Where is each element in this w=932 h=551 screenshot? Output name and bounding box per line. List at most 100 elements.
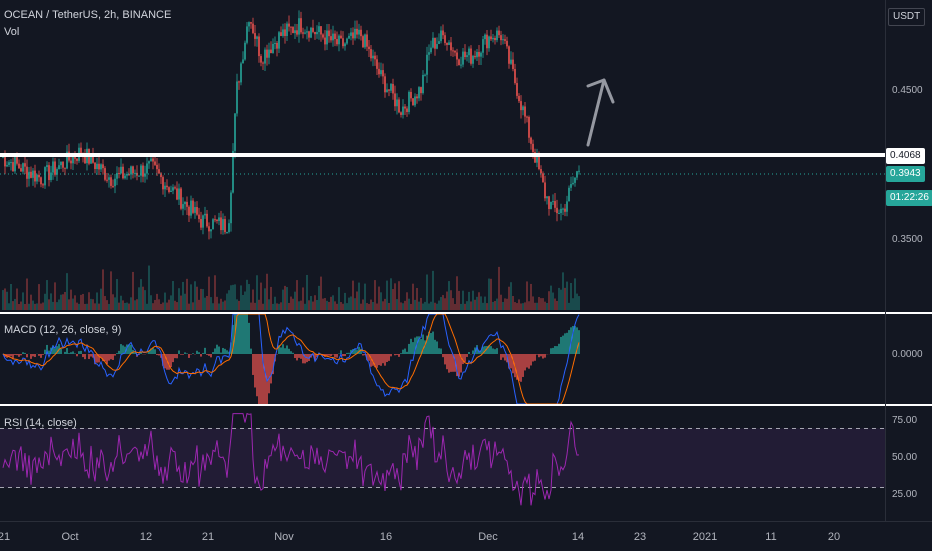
volume-bar bbox=[250, 303, 252, 310]
candle-body bbox=[388, 89, 390, 90]
volume-bar bbox=[428, 303, 430, 310]
macd-histogram-bar bbox=[222, 348, 224, 354]
candle-body bbox=[378, 69, 380, 74]
candle-body bbox=[224, 219, 226, 232]
candle-body bbox=[402, 107, 404, 115]
macd-histogram-bar bbox=[38, 354, 40, 356]
candle-body bbox=[202, 215, 204, 227]
volume-bar bbox=[448, 281, 450, 310]
macd-histogram-bar bbox=[154, 349, 156, 354]
volume-bar bbox=[2, 290, 4, 310]
rsi-tick: 75.00 bbox=[892, 415, 917, 426]
candle-body bbox=[424, 75, 426, 76]
candle-body bbox=[280, 32, 282, 36]
macd-chart[interactable] bbox=[0, 314, 885, 404]
macd-histogram-bar bbox=[30, 354, 32, 359]
volume-bar bbox=[236, 299, 238, 310]
macd-histogram-bar bbox=[468, 352, 470, 354]
candle-body bbox=[514, 69, 516, 83]
candle-body bbox=[166, 186, 168, 187]
volume-bar bbox=[322, 299, 324, 310]
macd-histogram-bar bbox=[14, 354, 16, 355]
candle-body bbox=[146, 163, 148, 173]
candle-body bbox=[384, 76, 386, 92]
volume-bar bbox=[414, 300, 416, 310]
candle-body bbox=[476, 52, 478, 57]
volume-bar bbox=[226, 294, 228, 310]
volume-bar bbox=[532, 296, 534, 310]
macd-histogram-bar bbox=[192, 353, 194, 354]
volume-bar bbox=[474, 300, 476, 310]
macd-histogram-bar bbox=[108, 354, 110, 361]
macd-histogram-bar bbox=[212, 352, 214, 354]
candle-body bbox=[186, 202, 188, 207]
candle-body bbox=[348, 36, 350, 39]
macd-histogram-bar bbox=[448, 354, 450, 373]
volume-bar bbox=[150, 295, 152, 310]
candle-body bbox=[174, 187, 176, 188]
macd-histogram-bar bbox=[246, 314, 248, 354]
time-label: 11 bbox=[765, 531, 776, 543]
macd-histogram-bar bbox=[430, 333, 432, 354]
volume-bar bbox=[352, 281, 354, 310]
macd-legend[interactable]: MACD (12, 26, close, 9) bbox=[4, 324, 121, 336]
candle-body bbox=[132, 166, 134, 173]
candle-body bbox=[530, 138, 532, 144]
volume-bar bbox=[316, 300, 318, 310]
price-chart[interactable] bbox=[0, 0, 885, 312]
macd-histogram-bar bbox=[434, 340, 436, 354]
macd-histogram-bar bbox=[32, 354, 34, 356]
macd-histogram-bar bbox=[176, 354, 178, 358]
volume-bar bbox=[336, 304, 338, 310]
symbol-title[interactable]: OCEAN / TetherUS, 2h, BINANCE bbox=[4, 9, 171, 21]
macd-histogram-bar bbox=[84, 354, 86, 359]
macd-histogram-bar bbox=[490, 346, 492, 354]
volume-bar bbox=[78, 304, 80, 310]
macd-histogram-bar bbox=[210, 354, 212, 357]
volume-bar bbox=[504, 298, 506, 310]
macd-histogram-bar bbox=[184, 352, 186, 354]
volume-bar bbox=[122, 300, 124, 310]
currency-badge[interactable]: USDT bbox=[888, 8, 925, 26]
volume-bar bbox=[208, 277, 210, 310]
candle-body bbox=[44, 167, 46, 185]
candle-body bbox=[362, 36, 364, 47]
volume-bar bbox=[140, 279, 142, 310]
volume-bar bbox=[328, 302, 330, 310]
candle-body bbox=[316, 32, 318, 34]
macd-histogram-bar bbox=[188, 354, 190, 358]
macd-histogram-bar bbox=[20, 354, 22, 355]
volume-bar bbox=[144, 290, 146, 310]
volume-bar bbox=[26, 279, 28, 310]
macd-histogram-bar bbox=[18, 354, 20, 357]
volume-bar bbox=[48, 299, 50, 310]
candle-body bbox=[260, 56, 262, 63]
volume-bar bbox=[290, 297, 292, 310]
volume-bar bbox=[116, 279, 118, 310]
volume-bar bbox=[384, 299, 386, 310]
candle-body bbox=[302, 32, 304, 33]
macd-histogram-bar bbox=[270, 354, 272, 383]
candle-body bbox=[64, 168, 66, 169]
volume-bar bbox=[62, 294, 64, 310]
candle-body bbox=[130, 166, 132, 174]
macd-histogram-bar bbox=[554, 346, 556, 354]
volume-bar bbox=[266, 274, 268, 310]
candle-body bbox=[486, 35, 488, 49]
volume-bar bbox=[24, 304, 26, 310]
candle-body bbox=[96, 164, 98, 169]
candle-body bbox=[458, 59, 460, 65]
rsi-chart[interactable] bbox=[0, 406, 885, 521]
volume-bar bbox=[404, 301, 406, 310]
candle-body bbox=[164, 186, 166, 190]
macd-histogram-bar bbox=[412, 342, 414, 354]
macd-histogram-bar bbox=[208, 354, 210, 356]
macd-histogram-bar bbox=[552, 348, 554, 354]
candle-body bbox=[98, 164, 100, 170]
candle-body bbox=[150, 159, 152, 162]
volume-bar bbox=[442, 295, 444, 310]
rsi-legend[interactable]: RSI (14, close) bbox=[4, 417, 77, 429]
volume-legend[interactable]: Vol bbox=[4, 26, 19, 38]
volume-bar bbox=[14, 299, 16, 310]
candle-body bbox=[16, 157, 18, 164]
